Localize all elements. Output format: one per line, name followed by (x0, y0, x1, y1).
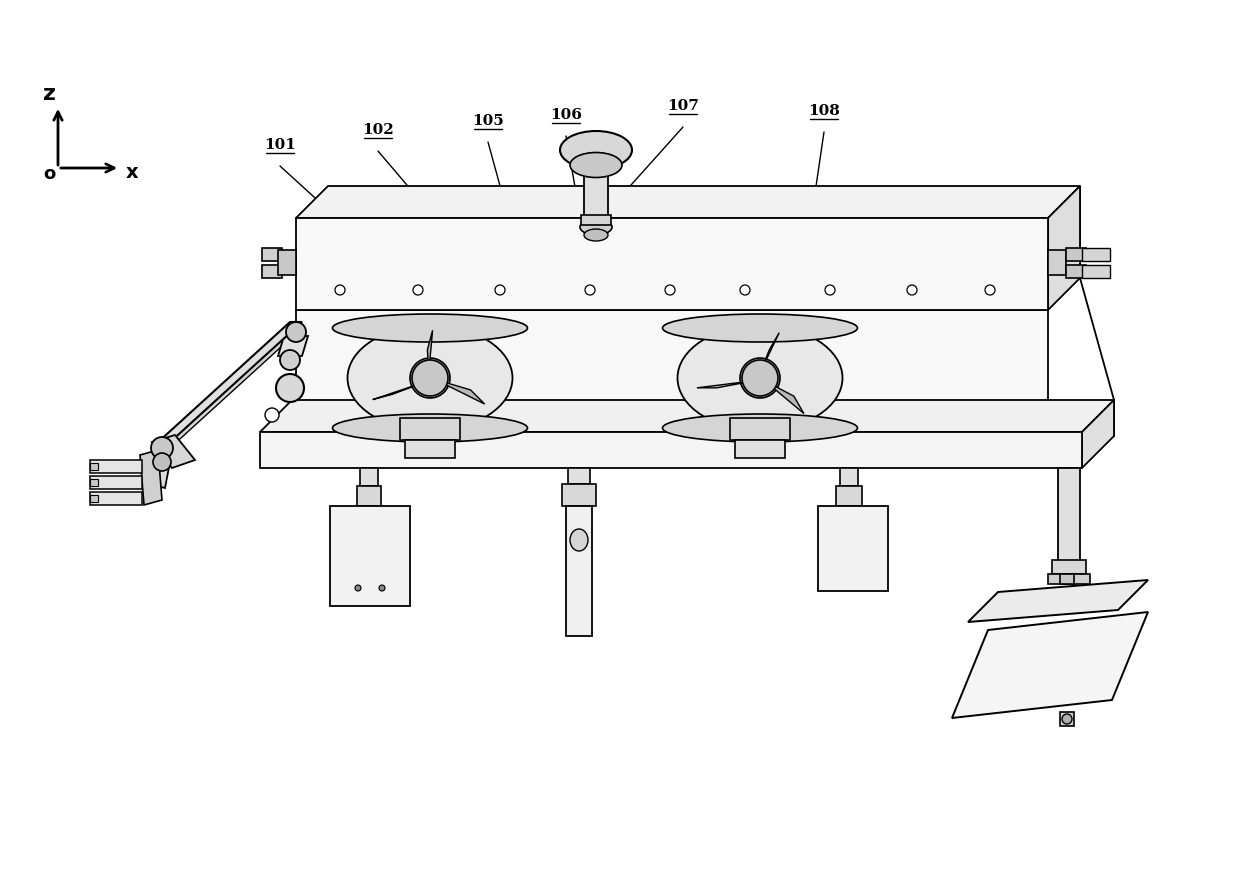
Text: 102: 102 (362, 123, 394, 137)
Circle shape (985, 285, 994, 295)
Ellipse shape (662, 314, 858, 342)
Circle shape (410, 358, 450, 398)
Circle shape (825, 285, 835, 295)
Bar (1048, 250, 1066, 275)
Circle shape (585, 285, 595, 295)
Polygon shape (143, 456, 170, 488)
Polygon shape (157, 326, 304, 448)
Bar (1052, 560, 1086, 574)
Circle shape (280, 350, 300, 370)
Circle shape (906, 285, 918, 295)
Circle shape (355, 585, 361, 591)
Bar (357, 486, 381, 506)
Ellipse shape (580, 219, 613, 235)
Ellipse shape (570, 529, 588, 551)
Circle shape (286, 322, 306, 342)
Bar (568, 468, 590, 484)
Ellipse shape (347, 326, 512, 430)
Text: 105: 105 (472, 114, 503, 128)
Bar (91, 476, 143, 489)
Ellipse shape (332, 314, 527, 342)
Polygon shape (140, 450, 162, 505)
Circle shape (665, 285, 675, 295)
Circle shape (277, 374, 304, 402)
Bar (91, 495, 98, 502)
Polygon shape (428, 330, 433, 373)
Ellipse shape (332, 414, 527, 442)
Polygon shape (260, 400, 1114, 432)
Bar (1058, 468, 1080, 568)
Text: 106: 106 (551, 108, 582, 122)
Text: o: o (43, 165, 55, 183)
Polygon shape (1048, 186, 1080, 310)
Bar (1066, 248, 1086, 261)
Polygon shape (278, 336, 308, 356)
Bar (262, 265, 281, 278)
Polygon shape (156, 322, 303, 444)
Polygon shape (1083, 400, 1114, 468)
Bar (360, 468, 378, 486)
Circle shape (740, 358, 780, 398)
Bar (330, 506, 410, 606)
Circle shape (153, 453, 171, 471)
Circle shape (265, 408, 279, 422)
Ellipse shape (677, 326, 842, 430)
Polygon shape (153, 435, 195, 468)
Bar (818, 506, 888, 591)
Bar (1083, 248, 1110, 261)
Circle shape (740, 285, 750, 295)
Bar (839, 468, 858, 486)
Polygon shape (373, 382, 427, 399)
Circle shape (412, 360, 448, 396)
Text: z: z (42, 84, 56, 104)
Text: 107: 107 (667, 99, 699, 113)
Bar (260, 432, 1083, 468)
Bar (1066, 265, 1086, 278)
Circle shape (742, 360, 777, 396)
Bar (1060, 712, 1074, 726)
Bar (735, 440, 785, 458)
Polygon shape (760, 333, 779, 373)
Bar (91, 479, 98, 486)
Bar (582, 215, 611, 225)
Bar (91, 492, 143, 505)
Polygon shape (296, 310, 1048, 432)
Ellipse shape (584, 229, 608, 241)
Circle shape (1061, 714, 1073, 724)
Polygon shape (296, 186, 1080, 218)
Bar (401, 418, 460, 440)
Bar (565, 506, 591, 636)
Text: 108: 108 (808, 104, 839, 118)
Bar (405, 440, 455, 458)
Bar (730, 418, 790, 440)
Text: x: x (125, 163, 139, 181)
Circle shape (495, 285, 505, 295)
Bar (262, 248, 281, 261)
Bar (836, 486, 862, 506)
Bar (562, 484, 596, 506)
Bar (584, 170, 608, 225)
Polygon shape (764, 380, 804, 413)
Bar (1060, 574, 1074, 584)
Bar (1048, 574, 1090, 584)
Polygon shape (435, 379, 485, 404)
Bar (296, 218, 1048, 310)
Bar (91, 460, 143, 473)
Bar (91, 463, 98, 470)
Text: 101: 101 (264, 138, 296, 152)
Circle shape (379, 585, 384, 591)
Ellipse shape (570, 152, 622, 178)
Polygon shape (968, 580, 1148, 622)
Bar (278, 250, 296, 275)
Circle shape (151, 437, 174, 459)
Bar (1083, 265, 1110, 278)
Circle shape (335, 285, 345, 295)
Ellipse shape (560, 131, 632, 169)
Ellipse shape (662, 414, 858, 442)
Polygon shape (697, 380, 755, 388)
Polygon shape (952, 612, 1148, 718)
Circle shape (413, 285, 423, 295)
